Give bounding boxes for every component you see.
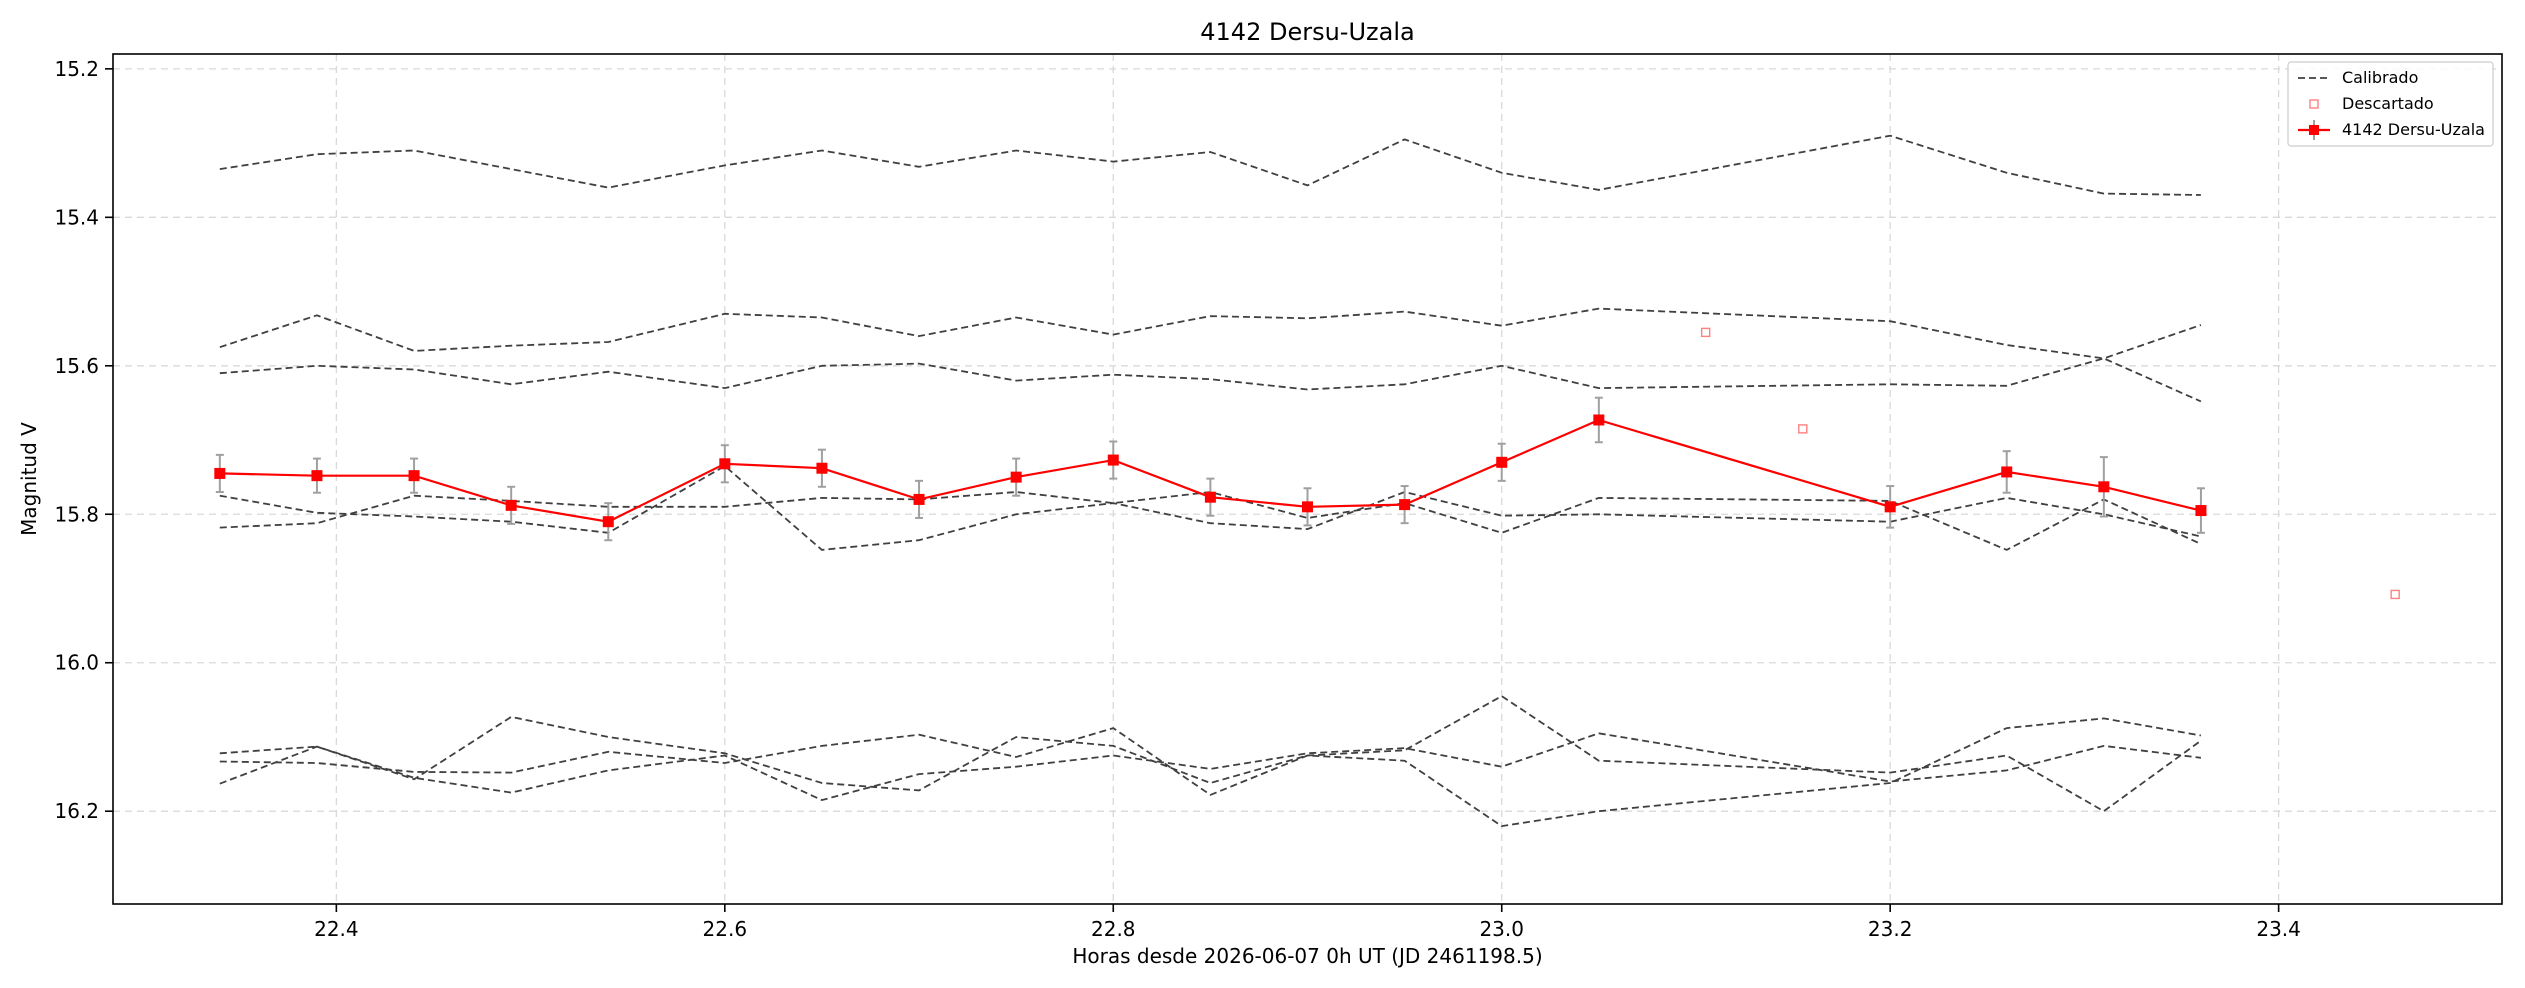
y-tick-label: 15.8: [54, 502, 99, 526]
x-tick-label: 23.0: [1479, 917, 1524, 941]
legend-entry-label: Descartado: [2342, 94, 2434, 113]
x-tick-label: 23.2: [1868, 917, 1913, 941]
y-tick-label: 15.6: [54, 354, 99, 378]
discarded-points-group: [1700, 327, 2400, 600]
legend-entry-label: 4142 Dersu-Uzala: [2342, 120, 2485, 139]
calibrated-series-line: [219, 695, 2202, 813]
chart-title: 4142 Dersu-Uzala: [1200, 18, 1414, 46]
target-data-point: [1204, 491, 1216, 503]
legend-target-marker-swatch: [2309, 125, 2319, 135]
target-data-point: [816, 462, 828, 474]
target-data-point: [913, 493, 925, 505]
target-data-point: [1496, 456, 1508, 468]
calibrated-series-line: [219, 324, 2202, 391]
y-tick-label: 15.4: [54, 205, 99, 229]
calibrated-series-line: [219, 732, 2202, 802]
discarded-point: [2390, 589, 2400, 600]
target-data-point: [719, 458, 731, 470]
target-data-point: [2195, 505, 2207, 517]
target-data-point: [1593, 414, 1605, 426]
y-axis-ticks: 15.2 15.4 15.6 15.8 16.0 16.2: [54, 57, 113, 823]
x-axis-ticks: 22.4 22.6 22.8 23.0 23.2 23.4: [314, 904, 2301, 941]
plot-frame: [112, 53, 2503, 905]
x-axis-label: Horas desde 2026-06-07 0h UT (JD 2461198…: [1072, 944, 1542, 968]
grid-lines: [113, 54, 2502, 904]
target-data-point: [2001, 466, 2013, 478]
y-tick-label: 16.2: [54, 799, 99, 823]
x-tick-label: 22.4: [314, 917, 359, 941]
target-series-group: [214, 396, 2207, 542]
y-tick-label: 15.2: [54, 57, 99, 81]
calibrated-series-line: [219, 717, 2202, 828]
legend-entry-label: Calibrado: [2342, 68, 2418, 87]
target-data-point: [214, 467, 226, 479]
y-axis-label: Magnitud V: [17, 422, 41, 536]
target-data-point: [1302, 501, 1313, 513]
target-data-point: [311, 470, 323, 482]
target-data-point: [1399, 499, 1411, 511]
target-data-point: [1884, 501, 1896, 513]
target-data-point: [2098, 481, 2110, 493]
target-data-point: [1010, 471, 1022, 483]
discarded-point: [1798, 424, 1808, 434]
y-tick-label: 16.0: [54, 651, 99, 675]
discarded-point: [1700, 327, 1711, 338]
calibrated-series-line: [219, 134, 2201, 196]
legend: Calibrado Descartado 4142 Dersu-Uzala: [2287, 61, 2494, 147]
calibrated-series-line: [219, 307, 2202, 403]
x-tick-label: 22.8: [1091, 917, 1136, 941]
target-data-point: [505, 499, 517, 511]
target-data-point: [408, 470, 420, 482]
target-data-point: [602, 516, 614, 528]
target-data-point: [1107, 454, 1119, 466]
legend-box: [2287, 61, 2494, 147]
x-tick-label: 23.4: [2256, 917, 2301, 941]
x-tick-label: 22.6: [703, 917, 748, 941]
legend-discarded-swatch: [2309, 99, 2319, 109]
